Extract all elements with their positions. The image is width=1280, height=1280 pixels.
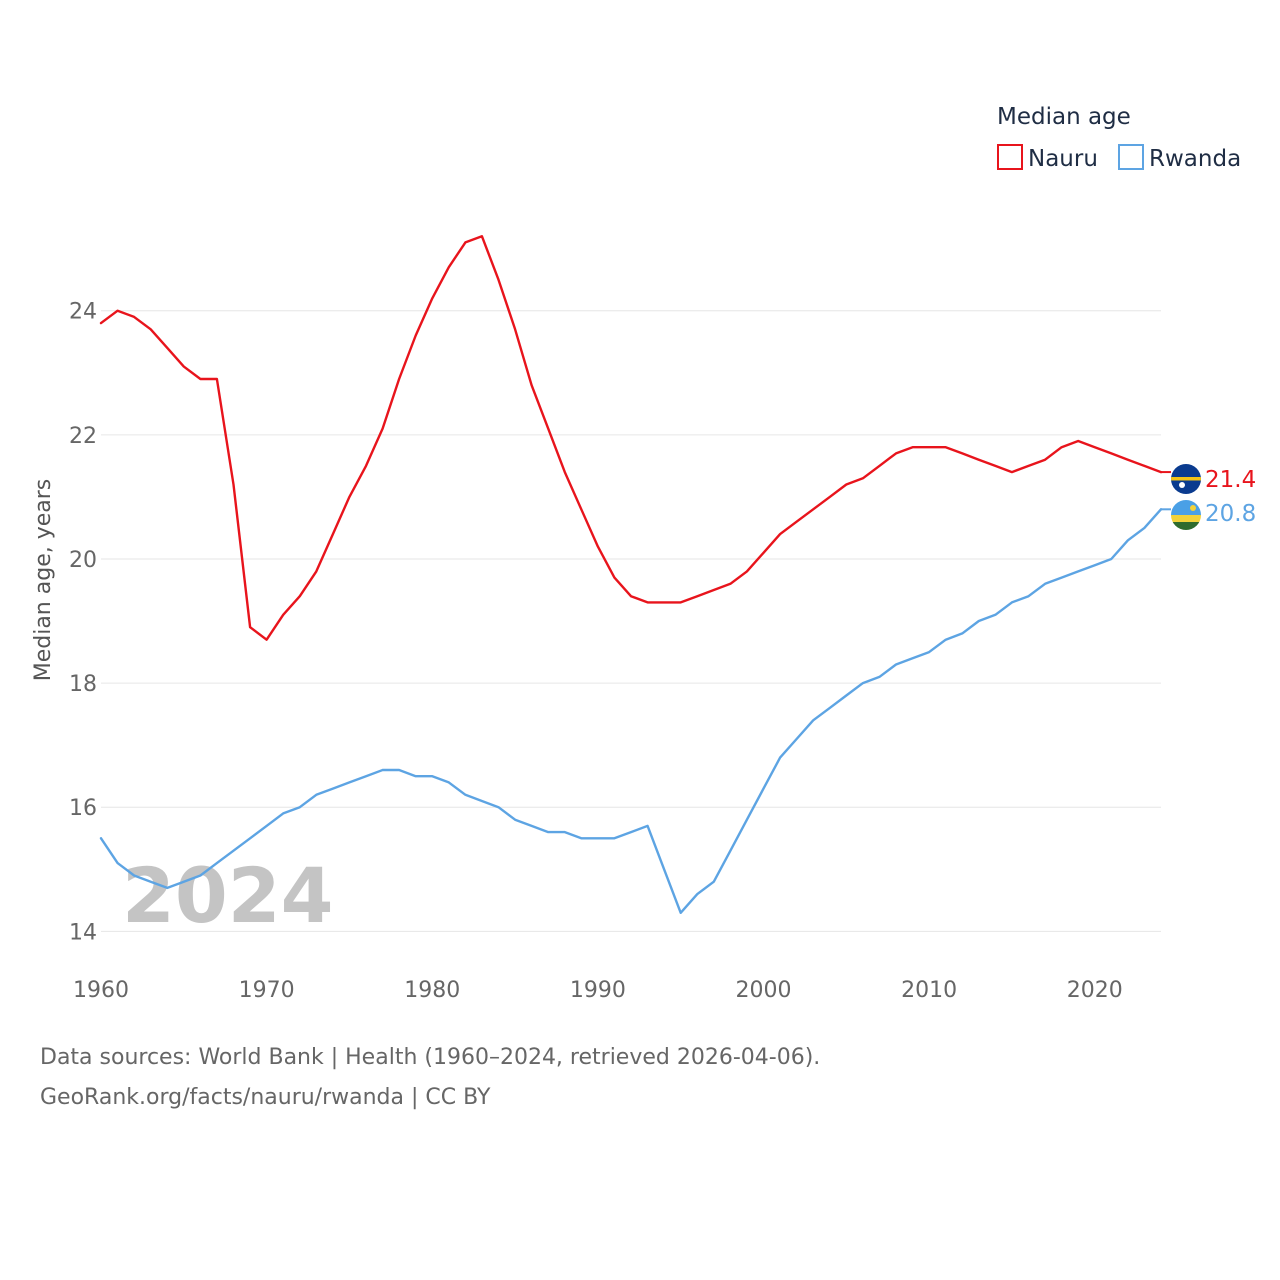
- series-lines: [99, 234, 1163, 914]
- series-line-rwanda[interactable]: [99, 508, 1163, 914]
- y-tick-label-16: 16: [69, 796, 97, 821]
- y-axis-title: Median age, years: [31, 479, 56, 682]
- x-tick-label-1960: 1960: [73, 978, 129, 1003]
- end-label-nauru: 21.4: [1205, 467, 1256, 493]
- y-axis-ticks: 14 16 18 20 22 24: [69, 300, 97, 946]
- y-tick-label-20: 20: [69, 548, 97, 573]
- nauru-flag-icon: [1171, 464, 1201, 494]
- source-link[interactable]: GeoRank.org/facts/nauru/rwanda | CC BY: [40, 1085, 491, 1110]
- legend-swatch-rwanda: [1118, 144, 1144, 170]
- x-axis-ticks: 1960 1970 1980 1990 2000 2010 2020: [73, 978, 1123, 1003]
- rwanda-flag-icon: [1171, 500, 1201, 530]
- legend-swatch-nauru: [997, 144, 1023, 170]
- legend-label-rwanda: Rwanda: [1149, 146, 1241, 172]
- y-tick-label-18: 18: [69, 672, 97, 697]
- x-tick-label-2000: 2000: [736, 978, 792, 1003]
- series-line-nauru[interactable]: [99, 234, 1163, 641]
- source-note: Data sources: World Bank | Health (1960–…: [40, 1045, 821, 1070]
- end-markers: [1161, 471, 1171, 511]
- y-tick-label-24: 24: [69, 300, 97, 325]
- legend-item-rwanda[interactable]: Rwanda: [1118, 144, 1241, 172]
- legend-title: Median age: [997, 104, 1131, 130]
- x-tick-label-1990: 1990: [570, 978, 626, 1003]
- x-tick-label-1970: 1970: [239, 978, 295, 1003]
- gridlines: [101, 310, 1161, 932]
- y-tick-label-14: 14: [69, 920, 97, 945]
- legend-label-nauru: Nauru: [1028, 146, 1098, 172]
- x-tick-label-1980: 1980: [404, 978, 460, 1003]
- x-tick-label-2010: 2010: [901, 978, 957, 1003]
- legend: Median age Nauru Rwanda: [997, 104, 1241, 172]
- x-tick-label-2020: 2020: [1067, 978, 1123, 1003]
- end-label-rwanda: 20.8: [1205, 501, 1256, 527]
- y-tick-label-22: 22: [69, 424, 97, 449]
- year-watermark: 2024: [122, 851, 334, 940]
- legend-item-nauru[interactable]: Nauru: [997, 144, 1098, 172]
